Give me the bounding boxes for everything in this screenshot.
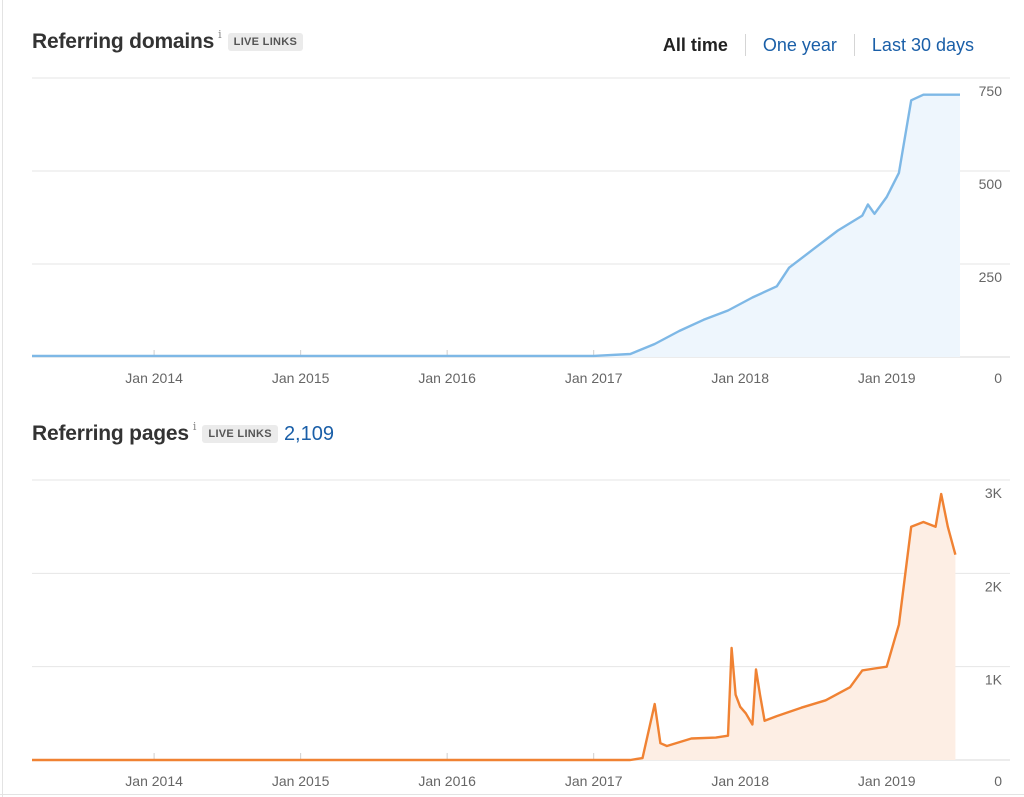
y-tick-label: 500 [979, 176, 1003, 192]
range-divider [853, 34, 855, 56]
section-title: Referring domains [32, 30, 215, 53]
series-area [32, 494, 956, 760]
time-range-selector: All time One year Last 30 days [663, 34, 974, 56]
series-line [32, 492, 957, 762]
section-title: Referring pages [32, 422, 189, 445]
x-tick-label: Jan 2018 [711, 370, 769, 386]
series-area [32, 94, 960, 357]
referring-pages-count: 2,109 [283, 422, 334, 445]
referring-domains-chart: 0 250 500 750 Jan 2014 Jan 2015 Jan 2016 Jan 20… [32, 77, 1010, 386]
range-last-30-days[interactable]: Last 30 days [871, 34, 974, 55]
x-tick-label: Jan 2019 [858, 370, 916, 386]
referring-pages-chart: 0 1K 2K 3K Jan 2014 Jan 2015 Jan 2016 Jan 2017 J… [32, 479, 1010, 789]
x-tick-label: Jan 2014 [125, 773, 183, 789]
info-icon[interactable]: i [218, 27, 222, 41]
frame-border-left [2, 0, 3, 797]
frame-border-bottom [0, 794, 1024, 795]
live-links-badge: LIVE LINKS [227, 33, 304, 51]
live-links-badge: LIVE LINKS [202, 425, 278, 443]
x-tick-label: Jan 2015 [272, 773, 330, 789]
x-tick-label: Jan 2015 [272, 370, 330, 386]
x-tick-label: Jan 2019 [858, 773, 916, 789]
x-tick-label: Jan 2017 [565, 773, 623, 789]
x-tick-label: Jan 2017 [565, 370, 623, 386]
x-tick-label: Jan 2014 [125, 370, 183, 386]
x-tick-label: Jan 2016 [418, 773, 476, 789]
y-tick-label: 2K [985, 578, 1003, 594]
y-tick-label: 1K [985, 672, 1003, 688]
range-divider [744, 34, 746, 56]
referring-pages-header: Referring pages i LIVE LINKS 2,109 [32, 419, 334, 446]
referring-domains-header: Referring domains i LIVE LINKS [32, 27, 304, 54]
x-tick-label: Jan 2016 [418, 370, 476, 386]
y-tick-label: 0 [994, 370, 1002, 386]
range-one-year[interactable]: One year [762, 34, 837, 55]
series-line [32, 93, 960, 358]
info-icon[interactable]: i [192, 419, 197, 433]
range-all-time[interactable]: All time [662, 34, 728, 55]
y-tick-label: 3K [985, 485, 1003, 501]
x-tick-label: Jan 2018 [711, 773, 769, 789]
y-tick-label: 250 [979, 269, 1003, 285]
y-tick-label: 0 [994, 773, 1002, 789]
y-tick-label: 750 [979, 83, 1003, 99]
